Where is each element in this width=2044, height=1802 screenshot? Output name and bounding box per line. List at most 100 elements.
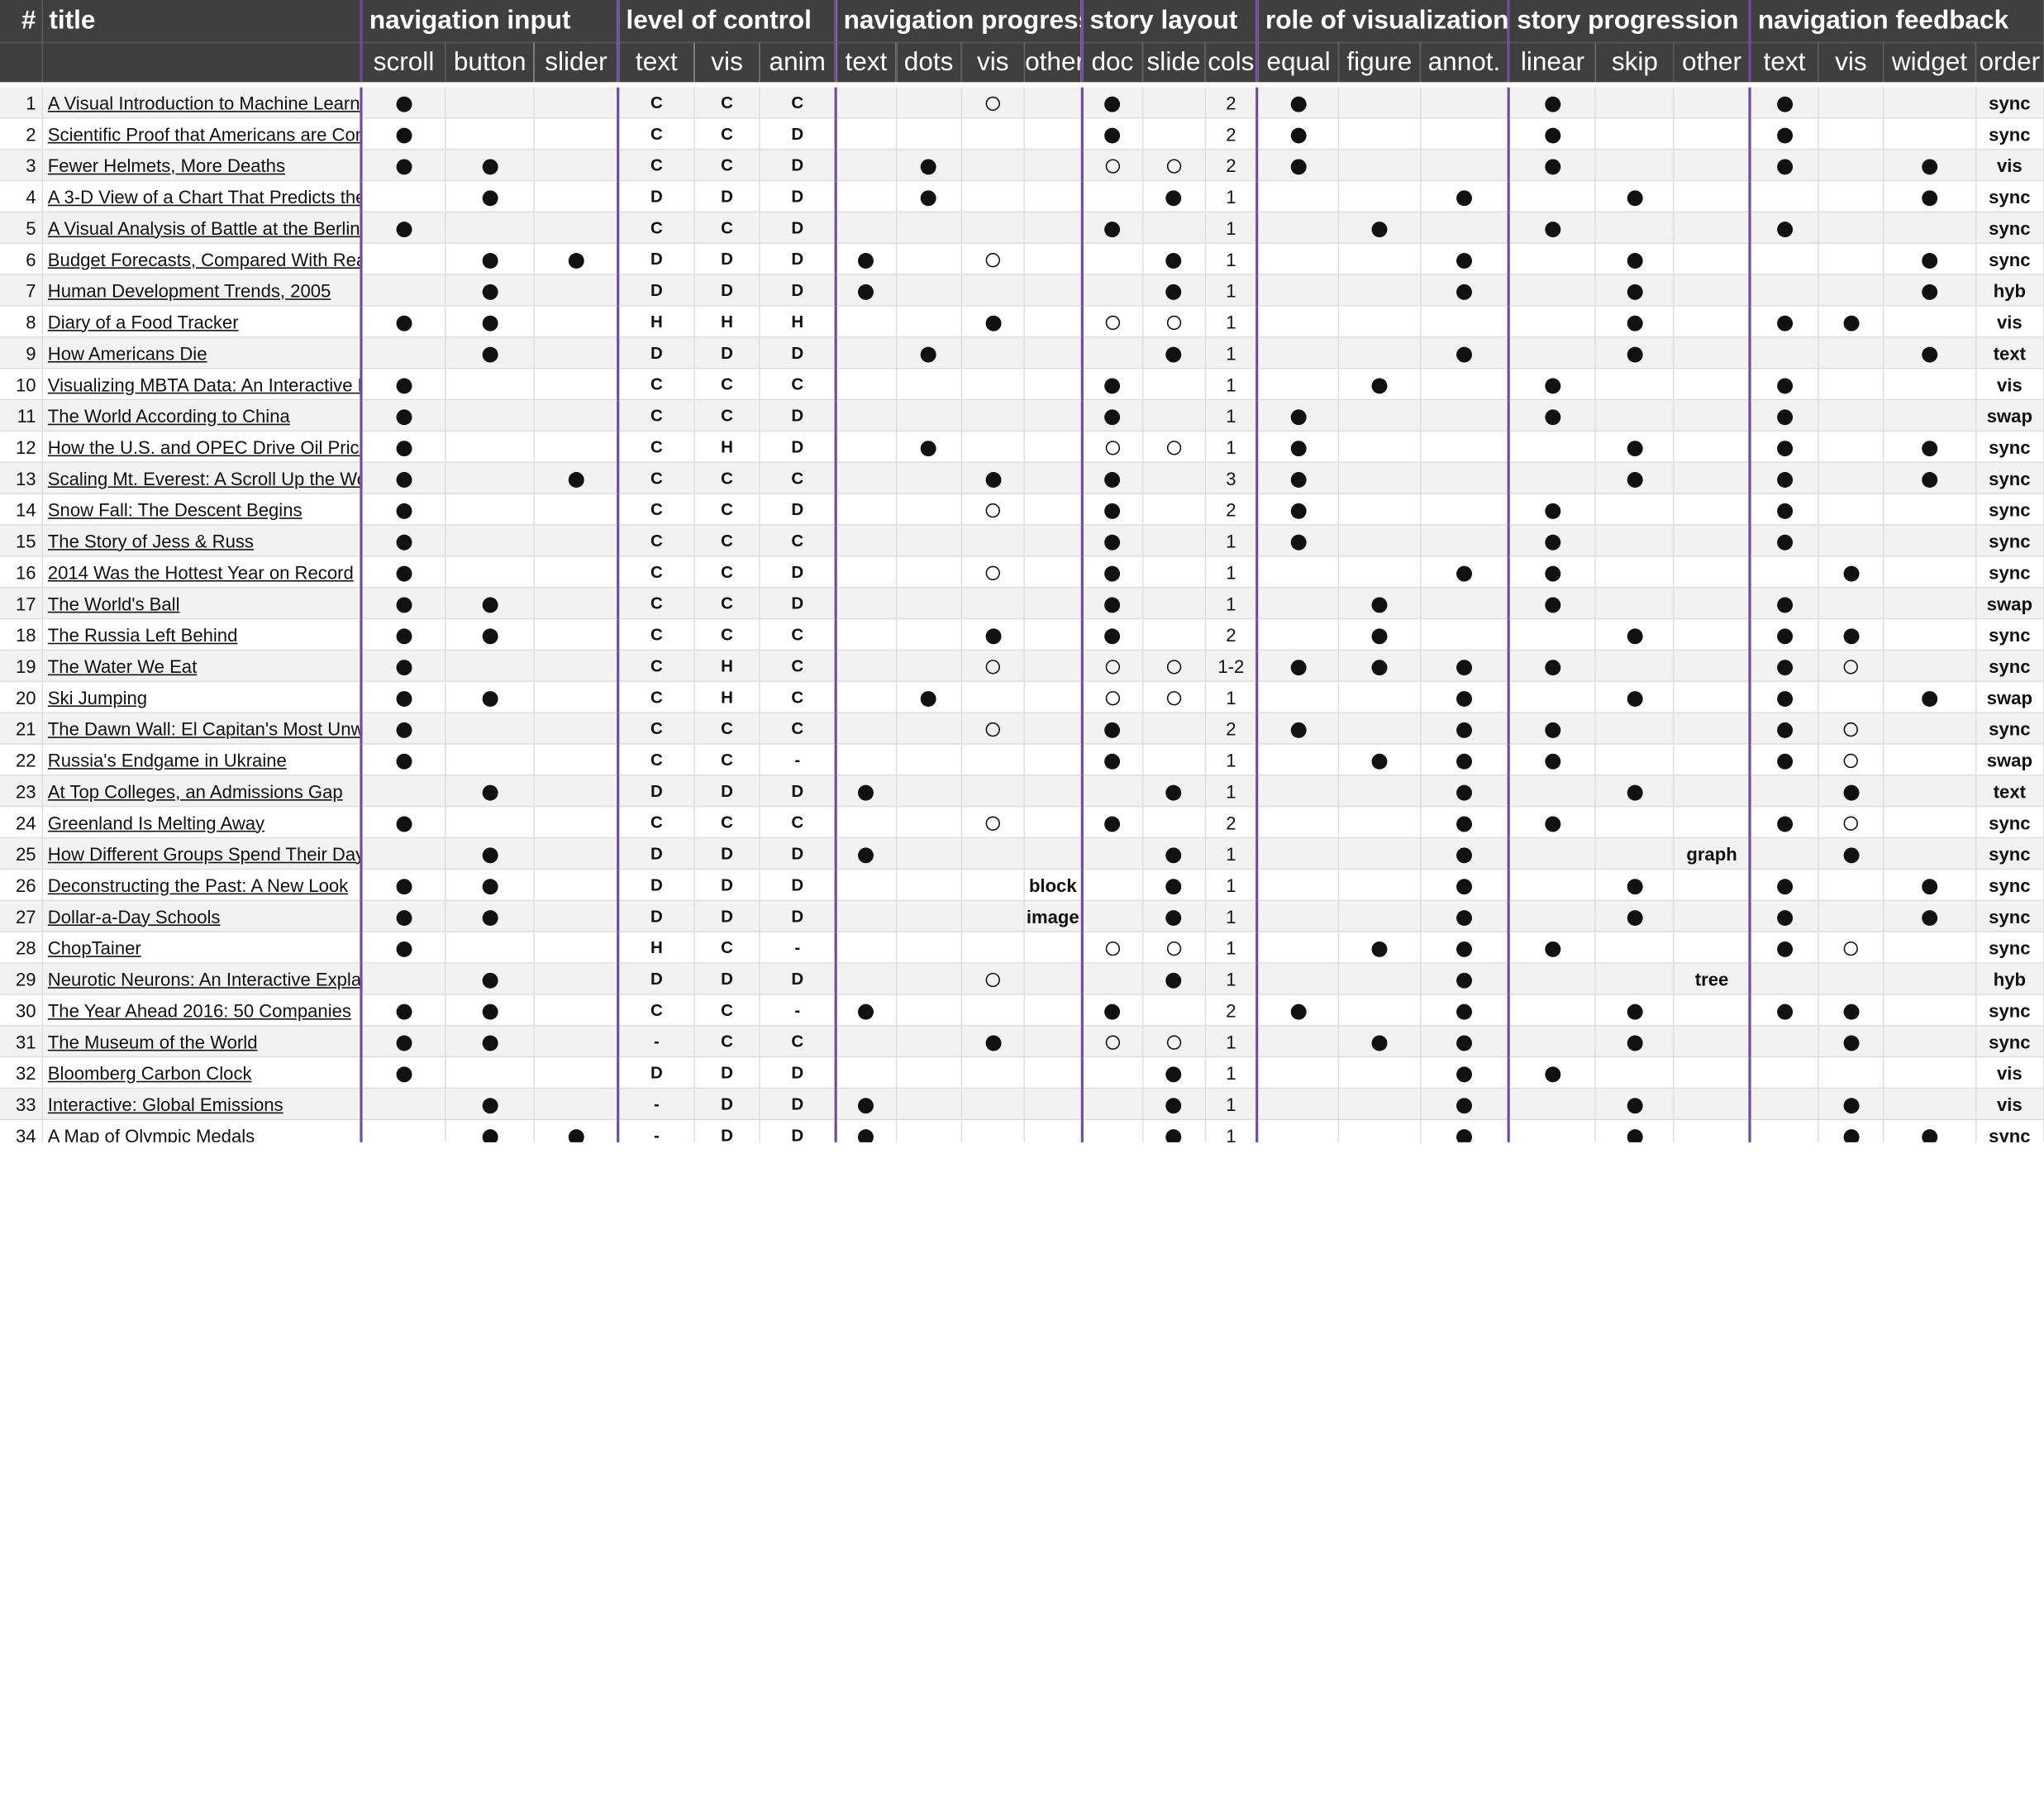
story-title-link[interactable]: Dollar-a-Day Schools: [47, 905, 221, 927]
story-title-link[interactable]: Scientific Proof that Americans are Comp…: [47, 123, 360, 145]
story-title-link[interactable]: ChopTainer: [47, 937, 141, 958]
subheader-progress-vis[interactable]: vis: [961, 41, 1026, 83]
story-title-link[interactable]: The Dawn Wall: El Capitan's Most Unwelco…: [47, 717, 360, 739]
table-row[interactable]: 33 Interactive: Global Emissions - D D 1 vis: [0, 1088, 2044, 1121]
subheader-progress-text[interactable]: text: [834, 41, 897, 83]
table-row[interactable]: 10 Visualizing MBTA Data: An Interactive …: [0, 368, 2044, 401]
subheader-control-anim[interactable]: anim: [760, 41, 836, 83]
table-row[interactable]: 19 The Water We Eat C H C 1-2 sync: [0, 650, 2044, 683]
group-header-navigation-input[interactable]: navigation input: [360, 0, 619, 43]
story-title-link[interactable]: The Russia Left Behind: [47, 623, 238, 646]
group-header-story-progression[interactable]: story progression: [1508, 0, 1751, 43]
subheader-role-annot[interactable]: annot.: [1419, 41, 1510, 83]
table-row[interactable]: 17 The World's Ball C C D 1 swap: [0, 587, 2044, 620]
table-row[interactable]: 22 Russia's Endgame in Ukraine C C -1 swap: [0, 743, 2044, 776]
subheader-role-figure[interactable]: figure: [1338, 41, 1421, 83]
subheader-feedback-vis[interactable]: vis: [1818, 41, 1884, 83]
table-row[interactable]: 25 How Different Groups Spend Their Day D D…: [0, 837, 2044, 870]
story-title-link[interactable]: The Story of Jess & Russ: [47, 530, 254, 551]
story-title-link[interactable]: Deconstructing the Past: A New Look: [47, 874, 349, 895]
story-title-link[interactable]: Human Development Trends, 2005: [47, 279, 331, 301]
subheader-layout-slide[interactable]: slide: [1141, 41, 1206, 83]
group-header-role-of-visualization[interactable]: role of visualization: [1255, 0, 1510, 43]
story-title-link[interactable]: How Americans Die: [47, 342, 207, 364]
story-title-link[interactable]: At Top Colleges, an Admissions Gap: [47, 780, 343, 802]
story-title-link[interactable]: The Water We Eat: [47, 655, 198, 676]
story-title-link[interactable]: Fewer Helmets, More Deaths: [47, 154, 286, 176]
subheader-control-text[interactable]: text: [617, 41, 695, 83]
story-title-link[interactable]: A 3-D View of a Chart That Predicts the …: [47, 185, 360, 207]
table-row[interactable]: 18 The Russia Left Behind C C C 2 sync: [0, 618, 2044, 651]
story-title-link[interactable]: How Different Groups Spend Their Day: [47, 842, 362, 865]
table-row[interactable]: 7 Human Development Trends, 2005 D D D 1 hyb: [0, 274, 2044, 307]
subheader-layout-doc[interactable]: doc: [1080, 41, 1143, 83]
table-row[interactable]: 3 Fewer Helmets, More Deaths C C D 2 vis: [0, 149, 2044, 182]
story-title-link[interactable]: The Year Ahead 2016: 50 Companies: [47, 999, 351, 1021]
subheader-control-vis[interactable]: vis: [693, 41, 760, 83]
subheader-layout-cols[interactable]: cols: [1205, 41, 1259, 83]
subheader-progression-linear[interactable]: linear: [1508, 41, 1597, 83]
story-title-link[interactable]: Interactive: Global Emissions: [47, 1093, 283, 1114]
group-header-story-layout[interactable]: story layout: [1080, 0, 1259, 43]
subheader-progression-skip[interactable]: skip: [1595, 41, 1675, 83]
subheader-feedback-text[interactable]: text: [1748, 41, 1819, 83]
table-row[interactable]: 20 Ski Jumping C H C 1 swap: [0, 681, 2044, 713]
table-row[interactable]: 9 How Americans Die D D D 1 text: [0, 336, 2044, 369]
story-title-link[interactable]: A Visual Analysis of Battle at the Berli…: [47, 217, 360, 238]
table-row[interactable]: 16 2014 Was the Hottest Year on Record C C D…: [0, 555, 2044, 589]
story-title-link[interactable]: Visualizing MBTA Data: An Interactive Ex…: [47, 373, 360, 395]
table-row[interactable]: 4A 3-D View of a Chart That Predicts the…: [0, 180, 2044, 213]
story-title-link[interactable]: The World's Ball: [47, 592, 180, 614]
story-title-link[interactable]: A Visual Introduction to Machine Learnin…: [47, 92, 362, 113]
column-header-number[interactable]: #: [0, 0, 43, 43]
story-title-link[interactable]: Snow Fall: The Descent Begins: [47, 498, 303, 520]
story-title-link[interactable]: Scaling Mt. Everest: A Scroll Up the Wor…: [47, 467, 360, 489]
story-title-link[interactable]: Ski Jumping: [47, 686, 148, 708]
table-row[interactable]: 29 Neurotic Neurons: An Interactive Expla…: [0, 962, 2044, 995]
group-header-level-of-control[interactable]: level of control: [617, 0, 836, 43]
subheader-button[interactable]: button: [445, 41, 536, 83]
story-title-link[interactable]: Greenland Is Melting Away: [47, 811, 265, 833]
table-row[interactable]: 15 The Story of Jess & Russ C C C 1 sync: [0, 524, 2044, 557]
table-row[interactable]: 32 Bloomberg Carbon Clock D D D 1 vis: [0, 1056, 2044, 1089]
table-row[interactable]: 24 Greenland Is Melting Away C C C 2 sync: [0, 806, 2044, 839]
subheader-progress-other[interactable]: other: [1024, 41, 1083, 83]
subheader-role-equal[interactable]: equal: [1255, 41, 1340, 83]
story-title-link[interactable]: How the U.S. and OPEC Drive Oil Prices: [47, 436, 362, 457]
subheader-progression-other[interactable]: other: [1674, 41, 1751, 83]
story-title-link[interactable]: A Map of Olympic Medals: [47, 1124, 255, 1142]
table-row[interactable]: 13 Scaling Mt. Everest: A Scroll Up the W…: [0, 462, 2044, 494]
table-row[interactable]: 31 The Museum of the World - C C 1 sync: [0, 1025, 2044, 1058]
story-title-link[interactable]: Bloomberg Carbon Clock: [47, 1061, 252, 1084]
table-row[interactable]: 14 Snow Fall: The Descent Begins C C D 2 sync: [0, 493, 2044, 526]
subheader-feedback-widget[interactable]: widget: [1884, 41, 1976, 83]
table-row[interactable]: 34 A Map of Olympic Medals - D D 1 sync: [0, 1119, 2044, 1142]
table-row[interactable]: 11 The World According to China C C D 1 swap: [0, 399, 2044, 432]
group-header-navigation-progress[interactable]: navigation progress: [834, 0, 1083, 43]
story-title-link[interactable]: Russia's Endgame in Ukraine: [47, 749, 287, 770]
table-row[interactable]: 6 Budget Forecasts, Compared With Reality…: [0, 243, 2044, 275]
table-row[interactable]: 28 ChopTainer H C - 1 sync: [0, 932, 2044, 964]
story-title-link[interactable]: Budget Forecasts, Compared With Reality: [47, 248, 362, 269]
table-row[interactable]: 12 How the U.S. and OPEC Drive Oil Prices…: [0, 431, 2044, 464]
table-row[interactable]: 23 At Top Colleges, an Admissions Gap D D D 1…: [0, 775, 2044, 808]
table-row[interactable]: 26 Deconstructing the Past: A New Look D D D…: [0, 869, 2044, 902]
story-title-link[interactable]: Neurotic Neurons: An Interactive Explana…: [47, 968, 362, 989]
subheader-progress-dots[interactable]: dots: [895, 41, 963, 83]
story-title-link[interactable]: 2014 Was the Hottest Year on Record: [47, 561, 354, 583]
story-title-link[interactable]: The World According to China: [47, 404, 290, 427]
subheader-slider[interactable]: slider: [534, 41, 619, 83]
table-row[interactable]: 8 Diary of a Food Tracker H H H 1 vis: [0, 305, 2044, 338]
column-header-title[interactable]: title: [41, 0, 363, 43]
group-header-navigation-feedback[interactable]: navigation feedback: [1748, 0, 2044, 43]
subheader-scroll[interactable]: scroll: [360, 41, 446, 83]
table-row[interactable]: 30 The Year Ahead 2016: 50 Companies C C -2 s…: [0, 994, 2044, 1027]
story-title-link[interactable]: The Museum of the World: [47, 1031, 258, 1052]
story-title-link[interactable]: Diary of a Food Tracker: [47, 311, 239, 332]
subheader-feedback-order[interactable]: order: [1975, 41, 2044, 83]
